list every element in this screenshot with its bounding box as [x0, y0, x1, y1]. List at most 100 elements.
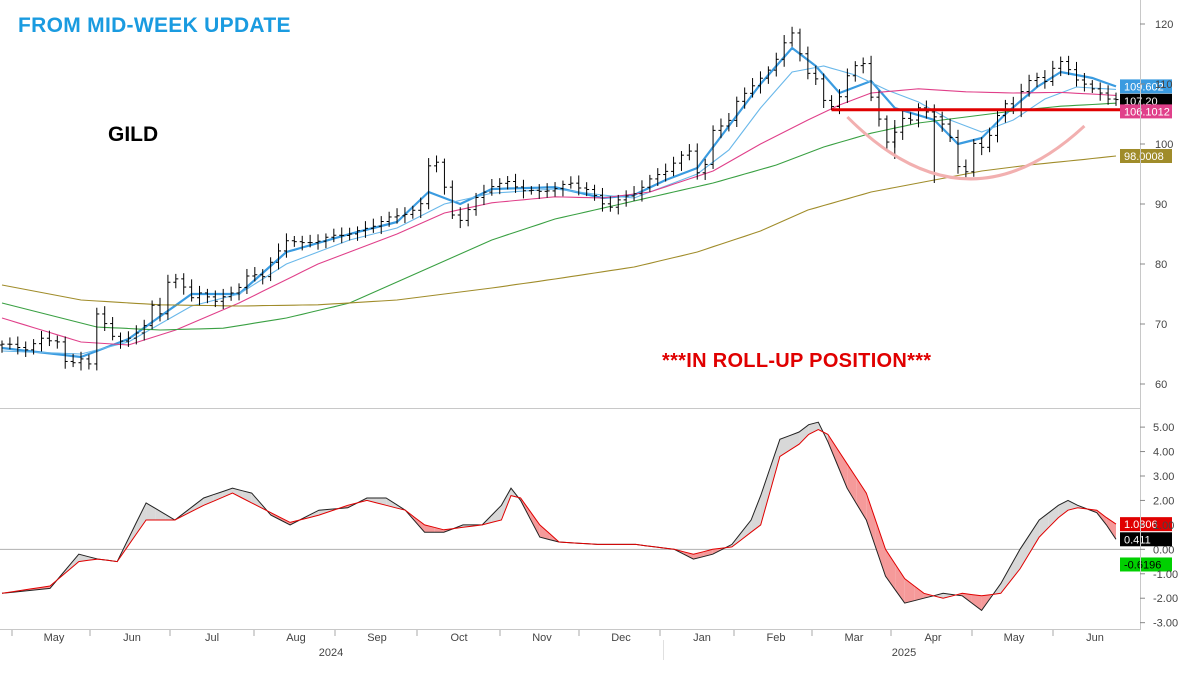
osc-fill — [1029, 520, 1040, 553]
osc-value-tag-text: -0.6196 — [1124, 559, 1161, 571]
osc-fill — [1000, 566, 1011, 594]
moving-average-ma_fast — [1, 46, 1117, 359]
osc-fill — [318, 509, 329, 516]
osc-fill — [837, 449, 848, 489]
price-value-tag-text: 98.0008 — [1124, 151, 1164, 163]
month-label: May — [44, 632, 65, 644]
osc-fill — [491, 505, 502, 523]
osc-line-slow — [1, 429, 1117, 599]
month-label: Nov — [532, 632, 552, 644]
osc-fill — [136, 502, 147, 534]
osc-fill — [414, 517, 425, 533]
osc-value-tag: -0.6196 — [1120, 557, 1172, 572]
osc-fill — [875, 521, 886, 577]
price-tick-label: 110 — [1155, 79, 1173, 91]
price-value-tag-text: 106.1012 — [1124, 106, 1170, 118]
osc-fill — [270, 512, 281, 520]
osc-fill — [770, 439, 780, 491]
price-value-tag: 98.0008 — [1120, 148, 1172, 163]
price-value-tag-text: 109.602 — [1124, 81, 1164, 93]
osc-fill — [251, 493, 262, 508]
year-label: 2024 — [319, 647, 343, 659]
osc-fill — [683, 551, 694, 560]
osc-fill — [1010, 549, 1020, 582]
month-label: Dec — [611, 632, 631, 644]
osc-tick-label: 2.00 — [1153, 495, 1174, 507]
osc-fill — [703, 549, 713, 557]
osc-fill — [539, 524, 550, 540]
osc-fill — [69, 554, 79, 570]
month-label: Jun — [123, 632, 141, 644]
osc-value-tag-box — [1120, 532, 1172, 547]
osc-fill — [1058, 500, 1068, 518]
osc-fill — [741, 520, 752, 540]
osc-tick-label: -2.00 — [1153, 593, 1178, 605]
month-label: Oct — [450, 632, 467, 644]
osc-fill — [923, 593, 934, 599]
osc-fill — [146, 502, 156, 520]
year-label: 2025 — [892, 647, 916, 659]
moving-average-ma_green — [1, 102, 1117, 331]
osc-fill — [194, 498, 204, 511]
price-value-tag-box — [1120, 93, 1172, 108]
osc-value-tag-text: 0.411 — [1124, 534, 1151, 546]
osc-fill — [242, 490, 252, 503]
osc-fill — [155, 508, 166, 520]
month-label: May — [1004, 632, 1025, 644]
osc-value-tag: 0.411 — [1120, 532, 1172, 547]
osc-value-tag-box — [1120, 517, 1172, 532]
price-value-tag-box — [1120, 148, 1172, 163]
osc-tick-label: 3.00 — [1153, 471, 1174, 483]
price-tick-label: 90 — [1155, 199, 1167, 211]
price-value-tag: 106.1012 — [1120, 104, 1172, 119]
osc-fill — [827, 434, 838, 465]
osc-tick-label: 0.00 — [1153, 544, 1174, 556]
osc-fill — [222, 488, 233, 498]
osc-fill — [971, 594, 982, 611]
osc-fill — [914, 586, 924, 601]
osc-fill — [760, 467, 771, 525]
moving-average-ma_olive — [1, 155, 1117, 307]
rounding-bottom-arc — [846, 115, 1086, 181]
price-tick-label: 60 — [1155, 379, 1167, 391]
osc-fill — [1019, 534, 1030, 569]
osc-fill — [530, 511, 540, 538]
month-label: Feb — [767, 632, 786, 644]
month-label: Aug — [286, 632, 306, 644]
month-label: Jun — [1086, 632, 1104, 644]
osc-tick-label: -1.00 — [1153, 569, 1178, 581]
osc-tick-label: -3.00 — [1153, 618, 1178, 630]
osc-fill — [885, 549, 896, 590]
osc-fill — [366, 498, 377, 503]
price-tick-label: 120 — [1155, 19, 1173, 31]
osc-fill — [856, 478, 867, 520]
osc-fill — [386, 498, 396, 508]
osc-fill — [866, 493, 876, 549]
roll-up-callout: ***IN ROLL-UP POSITION*** — [662, 350, 932, 372]
osc-value-tag: 1.0306 — [1120, 517, 1172, 532]
osc-line-fast — [1, 421, 1117, 612]
osc-fill — [847, 463, 857, 505]
osc-fill — [808, 422, 819, 435]
osc-fill — [309, 510, 319, 518]
chart-title: FROM MID-WEEK UPDATE — [18, 14, 291, 37]
osc-tick-label: 4.00 — [1153, 447, 1174, 459]
osc-tick-label: 5.00 — [1153, 422, 1174, 434]
osc-fill — [280, 517, 291, 525]
moving-average-ma_pink — [1, 88, 1117, 346]
osc-tick-label: 1.00 — [1153, 520, 1174, 532]
month-label: Mar — [845, 632, 864, 644]
osc-value-tag-box — [1120, 557, 1172, 572]
ticker-label: GILD — [108, 123, 159, 146]
osc-fill — [78, 554, 89, 562]
osc-fill — [434, 527, 444, 533]
month-label: Jul — [205, 632, 219, 644]
oscillator-panel: 1.0306 0.411 -0.6196 — [0, 421, 1172, 612]
osc-fill — [895, 564, 905, 604]
price-tick-label: 80 — [1155, 259, 1167, 271]
osc-fill — [213, 491, 223, 502]
osc-fill — [1067, 500, 1078, 511]
price-tick-label: 70 — [1155, 319, 1167, 331]
